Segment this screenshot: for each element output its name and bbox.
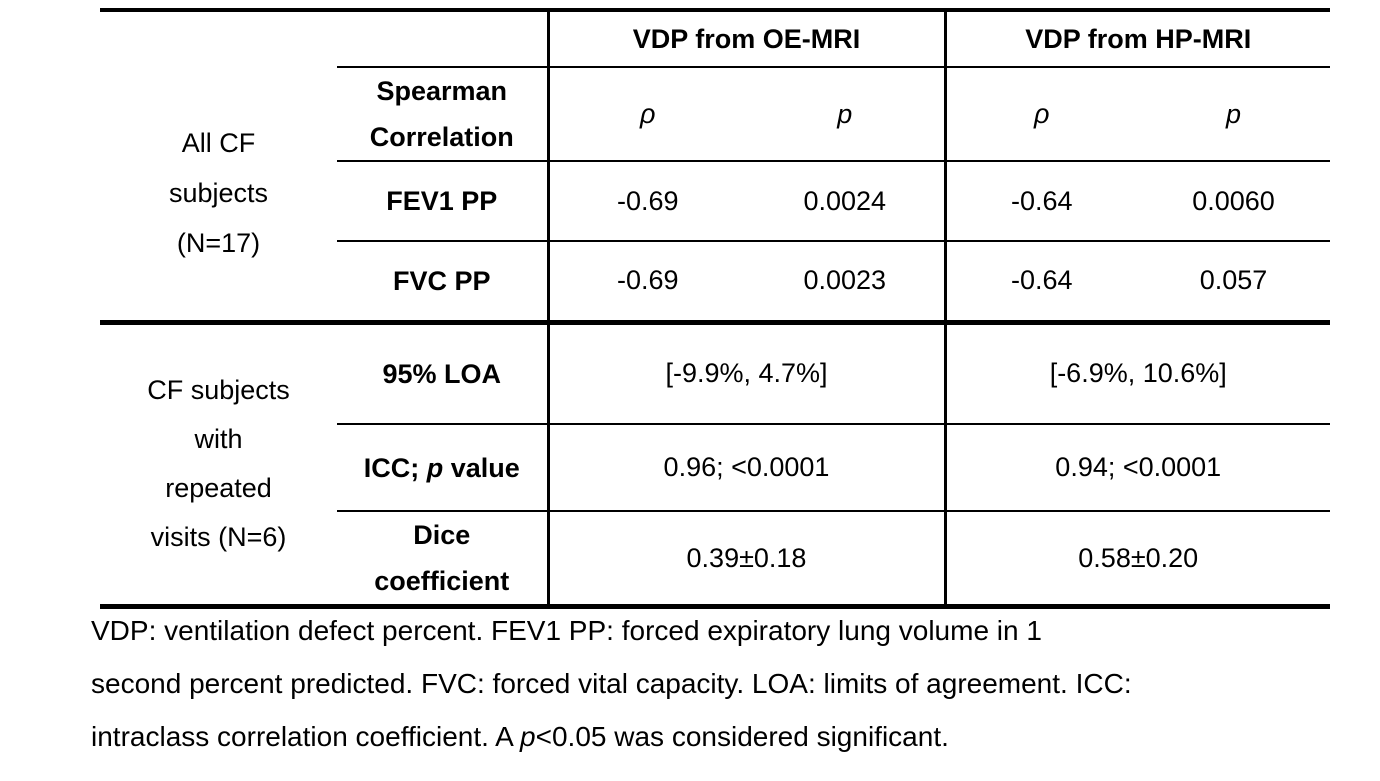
footnote-line3: intraclass correlation coefficient. A p<…	[91, 710, 1361, 763]
footnote-line2: second percent predicted. FVC: forced vi…	[91, 668, 1132, 699]
spearman-label-line2: Correlation	[369, 122, 514, 152]
oe-rho-symbol: ρ	[548, 67, 746, 162]
column-header-hp-mri: VDP from HP-MRI	[945, 8, 1330, 68]
results-table: All CF subjects (N=17) VDP from OE-MRI V…	[100, 8, 1330, 609]
corner-empty-cell	[337, 8, 550, 68]
icc-row: ICC; p value 0.96; <0.0001 0.94; <0.0001	[100, 424, 1330, 512]
column-header-oe-mri: VDP from OE-MRI	[548, 8, 947, 68]
footnote-line1: VDP: ventilation defect percent. FEV1 PP…	[91, 615, 1042, 646]
icc-label-post: value	[443, 452, 520, 483]
group1-line1: All CF	[181, 128, 256, 159]
loa-row: CF subjects with repeated visits (N=6) 9…	[100, 322, 1330, 609]
row-label-spearman-correlation: Spearman Correlation	[337, 67, 550, 162]
cell-icc-hp: 0.94; <0.0001	[945, 424, 1330, 512]
cell-fvc-hp-rho: -0.64	[945, 241, 1137, 325]
dice-label-line1: Dice	[413, 520, 471, 550]
group1-line2: subjects	[168, 178, 269, 209]
dice-row: Dice coefficient 0.39±0.18 0.58±0.20	[100, 511, 1330, 609]
group-cell-all-cf-subjects: All CF subjects (N=17)	[100, 8, 337, 325]
cell-dice-hp: 0.58±0.20	[945, 511, 1330, 609]
row-label-95-loa: 95% LOA	[337, 322, 550, 425]
cell-icc-oe: 0.96; <0.0001	[548, 424, 947, 512]
oe-p-symbol: p	[746, 67, 947, 162]
spearman-header-row: Spearman Correlation ρ p ρ p	[100, 67, 1330, 162]
footnote-line3-p-italic: p	[520, 721, 536, 752]
icc-label-p-italic: p	[426, 452, 444, 483]
cell-loa-oe: [-9.9%, 4.7%]	[548, 322, 947, 425]
spearman-label-line1: Spearman	[376, 76, 508, 106]
cell-fvc-hp-p: 0.057	[1137, 241, 1330, 325]
cell-fvc-oe-rho: -0.69	[548, 241, 746, 325]
hp-rho-symbol: ρ	[945, 67, 1137, 162]
hp-p-symbol: p	[1137, 67, 1330, 162]
cell-fev1-oe-rho: -0.69	[548, 161, 746, 242]
group-cell-repeated-visits: CF subjects with repeated visits (N=6)	[100, 322, 337, 609]
table-footnote: VDP: ventilation defect percent. FEV1 PP…	[91, 604, 1361, 763]
cell-dice-oe: 0.39±0.18	[548, 511, 947, 609]
group1-line3: (N=17)	[176, 228, 261, 259]
footnote-line3-pre: intraclass correlation coefficient. A	[91, 721, 521, 752]
row-label-fev1-pp: FEV1 PP	[337, 161, 550, 242]
group2-line4: visits (N=6)	[150, 522, 287, 553]
header-row: All CF subjects (N=17) VDP from OE-MRI V…	[100, 8, 1330, 325]
cell-fev1-hp-p: 0.0060	[1137, 161, 1330, 242]
group2-line1: CF subjects	[147, 375, 290, 406]
icc-label-pre: ICC;	[363, 452, 427, 483]
row-label-icc-p-value: ICC; p value	[337, 424, 550, 512]
fev1-row: FEV1 PP -0.69 0.0024 -0.64 0.0060	[100, 161, 1330, 242]
footnote-line3-post: <0.05 was considered significant.	[535, 721, 949, 752]
cell-fev1-oe-p: 0.0024	[746, 161, 947, 242]
cell-fev1-hp-rho: -0.64	[945, 161, 1137, 242]
dice-label-line2: coefficient	[374, 566, 510, 596]
fvc-row: FVC PP -0.69 0.0023 -0.64 0.057	[100, 241, 1330, 325]
cell-loa-hp: [-6.9%, 10.6%]	[945, 322, 1330, 425]
group2-line3: repeated	[165, 473, 272, 504]
group2-line2: with	[194, 424, 243, 455]
row-label-dice-coefficient: Dice coefficient	[337, 511, 550, 609]
cell-fvc-oe-p: 0.0023	[746, 241, 947, 325]
row-label-fvc-pp: FVC PP	[337, 241, 550, 325]
